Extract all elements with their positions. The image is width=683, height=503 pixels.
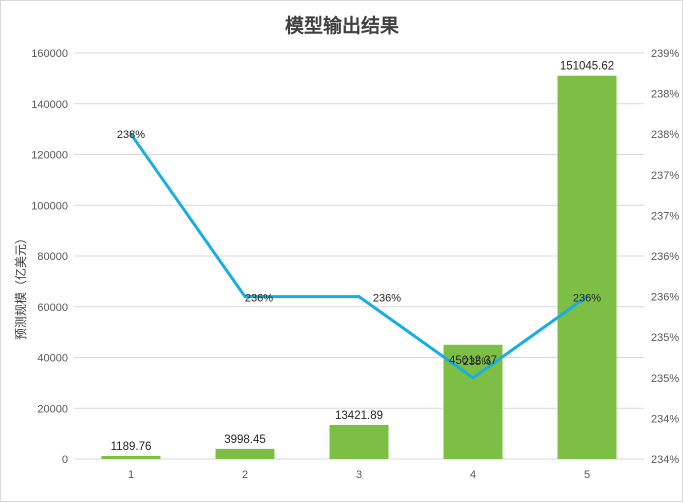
left-tick-label: 40000	[37, 353, 68, 365]
line-data-label: 236%	[373, 293, 401, 305]
bar-data-label: 151045.62	[560, 61, 614, 73]
line-data-label: 235%	[463, 356, 491, 368]
bar-data-label: 3998.45	[224, 434, 266, 446]
right-axis: 234% 234% 235% 235% 236% 236% 237% 237% 238% 238%…	[651, 48, 679, 466]
right-tick-label: 236%	[651, 292, 679, 304]
left-tick-label: 100000	[31, 200, 68, 212]
chart-title: 模型输出结果	[285, 14, 399, 37]
right-tick-label: 238%	[651, 89, 679, 101]
x-tick-label: 5	[584, 469, 590, 481]
bar-data-label: 1189.76	[111, 441, 152, 453]
right-tick-label: 238%	[651, 129, 679, 141]
left-tick-label: 20000	[37, 403, 68, 415]
right-tick-label: 234%	[651, 454, 679, 466]
right-tick-label: 237%	[651, 170, 679, 182]
x-tick-label: 4	[470, 469, 476, 481]
right-tick-label: 235%	[651, 373, 679, 385]
line-point	[243, 295, 247, 299]
left-axis: 0 20000 40000 60000 80000 100000 120000 140000 1…	[31, 48, 68, 466]
bar	[557, 75, 617, 459]
line-data-label: 236%	[245, 293, 273, 305]
left-tick-label: 160000	[31, 48, 68, 60]
x-tick-label: 1	[128, 469, 134, 481]
bar	[215, 448, 275, 459]
left-tick-label: 80000	[37, 251, 68, 263]
y-axis-title: 预测规模（亿美元）	[13, 232, 28, 340]
line-point	[471, 376, 475, 380]
bar-series	[101, 75, 617, 459]
line-data-label: 238%	[117, 129, 145, 141]
bar-data-label: 13421.89	[335, 410, 383, 422]
x-tick-label: 2	[242, 469, 248, 481]
gridlines	[74, 52, 644, 460]
line-series	[129, 132, 589, 380]
x-axis: 1 2 3 4 5	[128, 469, 590, 481]
line-point	[585, 295, 589, 299]
line-point	[357, 295, 361, 299]
data-labels: 1189.76 3998.45 13421.89 45012.37 151045.62 2…	[111, 61, 615, 453]
x-tick-label: 3	[356, 469, 362, 481]
line-data-label: 236%	[573, 293, 601, 305]
right-tick-label: 236%	[651, 251, 679, 263]
line-point	[129, 132, 133, 136]
left-tick-label: 140000	[31, 99, 68, 111]
right-tick-label: 239%	[651, 48, 679, 60]
right-tick-label: 237%	[651, 210, 679, 222]
bar	[329, 424, 389, 459]
bar	[101, 455, 161, 459]
left-tick-label: 120000	[31, 150, 68, 162]
right-tick-label: 235%	[651, 332, 679, 344]
right-tick-label: 234%	[651, 413, 679, 425]
left-tick-label: 60000	[37, 302, 68, 314]
left-tick-label: 0	[62, 454, 68, 466]
bar-data-label: 45012.37	[449, 355, 497, 367]
